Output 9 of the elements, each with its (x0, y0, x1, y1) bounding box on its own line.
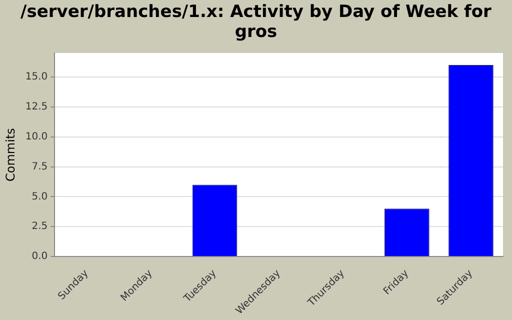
y-tick-label: 5.0 (32, 191, 48, 202)
y-tick-label: 0.0 (32, 251, 48, 262)
y-tick-label: 2.5 (32, 221, 48, 232)
y-axis-title: Commits (3, 128, 18, 182)
y-tick-label: 7.5 (32, 161, 48, 172)
y-tick-label: 15.0 (25, 72, 48, 83)
chart-title: /server/branches/1.x: Activity by Day of Week for gros (20, 2, 492, 42)
y-tick-label: 10.0 (25, 131, 48, 142)
y-tick-label: 12.5 (25, 101, 48, 112)
